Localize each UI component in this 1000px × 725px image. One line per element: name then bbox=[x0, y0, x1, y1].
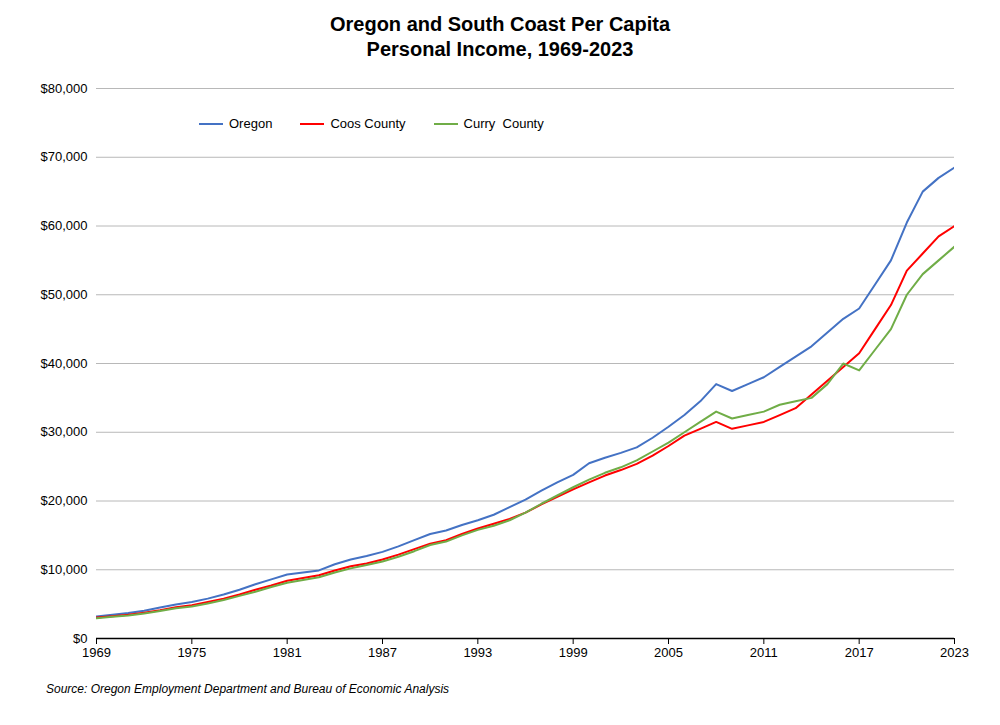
svg-text:1975: 1975 bbox=[177, 645, 206, 660]
svg-text:2005: 2005 bbox=[654, 645, 683, 660]
svg-text:2011: 2011 bbox=[750, 645, 778, 660]
svg-text:$50,000: $50,000 bbox=[41, 287, 88, 302]
html-text:Coos County: Coos County bbox=[330, 116, 406, 131]
svg-text:2017: 2017 bbox=[845, 645, 874, 660]
html-text:Source: Oregon Employment Depa: Source: Oregon Employment Department and… bbox=[46, 682, 450, 696]
svg-text:$40,000: $40,000 bbox=[41, 356, 88, 371]
svg-text:$80,000: $80,000 bbox=[41, 81, 88, 96]
svg-text:$20,000: $20,000 bbox=[41, 493, 88, 508]
svg-text:1969: 1969 bbox=[82, 645, 111, 660]
svg-text:1981: 1981 bbox=[273, 645, 302, 660]
svg-text:2023: 2023 bbox=[940, 645, 969, 660]
html-text:Oregon and South Coast Per Cap: Oregon and South Coast Per Capita Person… bbox=[330, 13, 670, 60]
svg-text:1999: 1999 bbox=[559, 645, 588, 660]
svg-text:1987: 1987 bbox=[368, 645, 397, 660]
svg-text:$0: $0 bbox=[73, 631, 87, 646]
svg-text:1993: 1993 bbox=[463, 645, 492, 660]
svg-text:$10,000: $10,000 bbox=[41, 562, 88, 577]
svg-text:$70,000: $70,000 bbox=[41, 149, 88, 164]
html-text:Oregon: Oregon bbox=[229, 116, 273, 131]
html-text:Curry County: Curry County bbox=[463, 116, 544, 131]
svg-text:$60,000: $60,000 bbox=[41, 218, 88, 233]
svg-text:$30,000: $30,000 bbox=[41, 424, 88, 439]
